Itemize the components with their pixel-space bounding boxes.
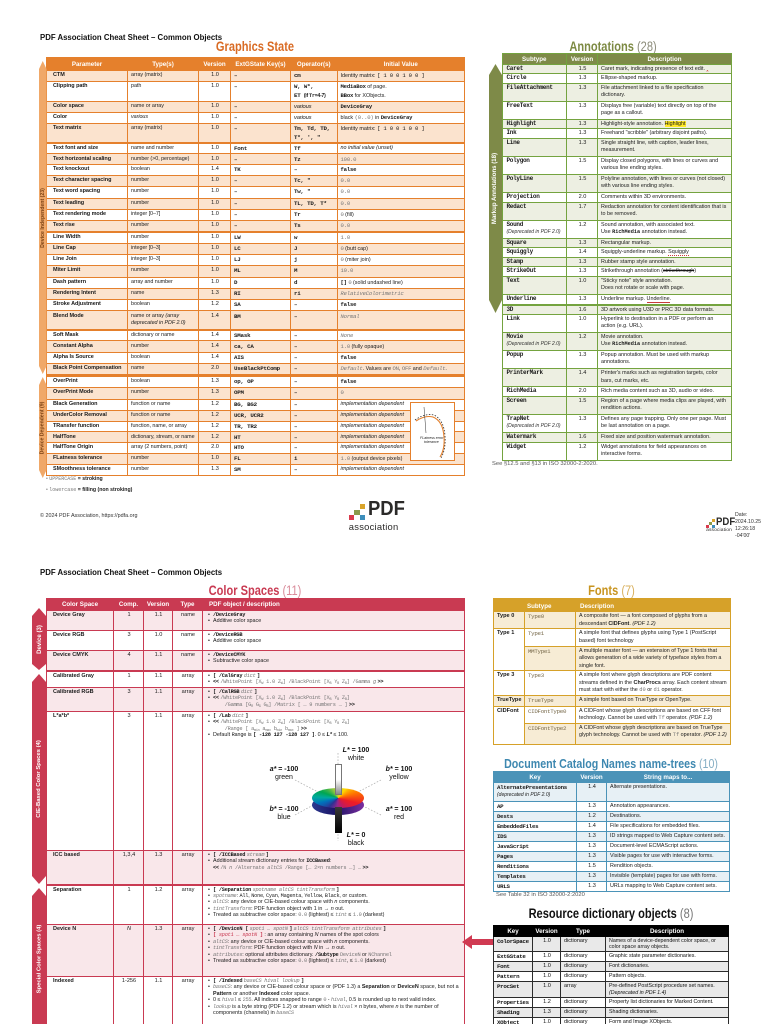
svg-text:tolerance: tolerance: [424, 440, 439, 444]
svg-text:FLatness error: FLatness error: [420, 436, 444, 440]
